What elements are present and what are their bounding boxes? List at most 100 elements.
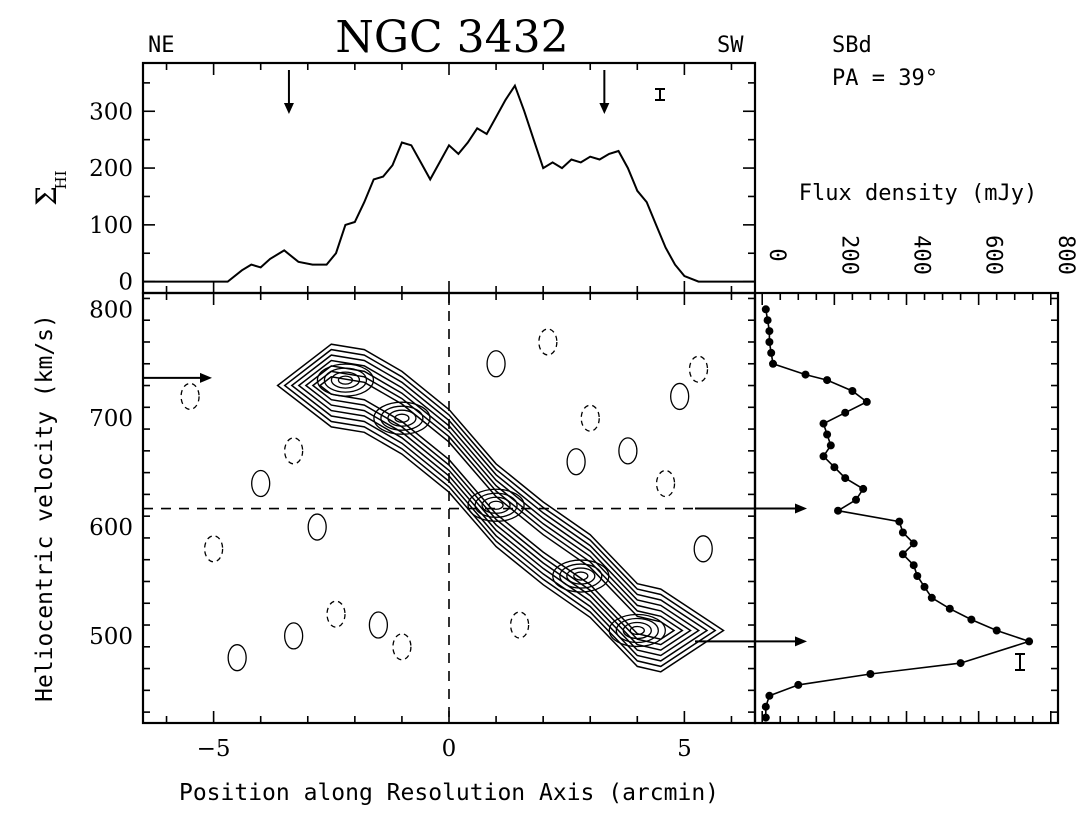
pv-peak-contour [566, 567, 596, 585]
spectrum-point [862, 397, 871, 406]
spectrum-point [819, 452, 828, 461]
profile-marker-arrowhead [599, 103, 610, 114]
pv-noise-contour [368, 611, 389, 639]
profile-y-tick-label: 300 [89, 99, 133, 125]
spectrum-point [920, 582, 929, 591]
pv-noise-contour [283, 437, 304, 465]
pv-peak-contour [387, 409, 417, 427]
pv-noise-contour [580, 404, 600, 432]
profile-y-tick-label: 200 [89, 156, 133, 182]
spectrum-x-tick-label: 800 [1053, 235, 1076, 275]
pv-x-tick-label: 0 [442, 736, 457, 762]
pv-noise-contour [180, 382, 200, 411]
profile-frame [141, 61, 757, 295]
pv-peak-contour [622, 621, 652, 640]
pv-x-tick-label: 5 [677, 736, 692, 762]
pv-peak-contour [559, 563, 603, 589]
spectrum-plot [761, 305, 1034, 722]
pv-noise-contour [688, 355, 709, 383]
pv-peak-contour [615, 617, 659, 644]
spectrum-point [826, 441, 835, 450]
spectrum-point [945, 604, 954, 613]
pv-peak-contour [380, 405, 424, 431]
spectrum-point [992, 626, 1001, 635]
sw-label: SW [717, 33, 744, 58]
spectrum-point [761, 305, 770, 314]
pv-peak-contour [629, 625, 645, 636]
spectrum-x-tick-label: 600 [981, 235, 1006, 275]
pv-peak-contour [481, 496, 511, 514]
position-angle-label: PA = 39° [832, 66, 938, 91]
spectrum-point [895, 517, 904, 526]
pv-noise-contour [283, 622, 304, 650]
spectrum-point [1025, 637, 1034, 646]
spectrum-point [819, 419, 828, 428]
spectrum-point [848, 387, 857, 395]
pv-x-tick-label: −5 [197, 736, 231, 762]
pv-y-label: Heliocentric velocity (km/s) [32, 314, 58, 702]
pv-y-tick-label: 800 [89, 297, 133, 323]
spectrum-point [830, 463, 839, 472]
pv-plot [143, 293, 807, 723]
spectrum-point [909, 539, 918, 548]
pv-contour [283, 348, 717, 668]
pv-y-tick-label: 700 [89, 406, 133, 432]
spectrum-point [763, 316, 772, 325]
pv-x-label: Position along Resolution Axis (arcmin) [179, 780, 719, 806]
spectrum-point [767, 348, 776, 357]
pv-peak-contour [488, 500, 504, 510]
pv-peak-contour [474, 492, 518, 518]
spectrum-point [834, 506, 842, 515]
spectrum-point [898, 550, 907, 559]
pv-contour [304, 365, 692, 651]
spectrum-point [765, 327, 774, 336]
pv-peak-contour [573, 571, 589, 581]
spectrum-point [927, 593, 936, 602]
spectrum-point [801, 370, 810, 379]
spectrum-point [866, 670, 875, 678]
pv-contour [290, 354, 709, 662]
pv-noise-contour [670, 382, 690, 411]
profile-resolution-bar [655, 88, 665, 101]
spectrum-error-bar [1015, 653, 1025, 671]
spectrum-point [794, 680, 803, 689]
pv-velocity-arrowhead [795, 503, 807, 514]
chart-title: NGC 3432 [335, 12, 568, 63]
spectrum-point [761, 713, 770, 722]
spectrum-point [967, 615, 976, 624]
tick-marks [143, 63, 1058, 723]
pv-noise-contour [538, 328, 558, 356]
profile-plot [143, 70, 755, 283]
spectrum-point [909, 561, 918, 570]
pv-noise-contour [307, 513, 327, 541]
pv-noise-contour [618, 437, 638, 465]
pv-noise-contour [326, 600, 346, 628]
galaxy-type-label: SBd [832, 33, 872, 58]
spectrum-point [765, 338, 774, 346]
pv-y-tick-label: 500 [89, 624, 133, 650]
pv-noise-contour [566, 448, 586, 476]
pv-noise-contour [693, 535, 713, 563]
spectrum-line [765, 309, 1032, 718]
spectrum-point [769, 359, 777, 368]
pv-contour [318, 376, 676, 641]
pv-noise-contour [227, 644, 247, 672]
spectrum-point [859, 484, 868, 493]
profile-y-label: Σ [30, 186, 63, 206]
pv-noise-contour [392, 633, 412, 661]
pv-contour [311, 370, 684, 646]
spectrum-point [898, 528, 907, 537]
spectrum-x-tick-label: 200 [836, 235, 861, 275]
pv-noise-contour [655, 469, 676, 498]
spectrum-point [765, 691, 774, 700]
profile-line [143, 83, 755, 283]
pv-noise-contour [203, 535, 224, 563]
profile-y-label-subscript: HI [52, 170, 70, 189]
profile-y-tick-label: 100 [89, 213, 133, 239]
spectrum-x-tick-label: 0 [764, 248, 789, 261]
pv-peak-contour [330, 371, 361, 389]
pv-velocity-arrowhead [200, 372, 212, 383]
pv-contour [276, 343, 725, 673]
pv-peak-contour [373, 401, 431, 435]
